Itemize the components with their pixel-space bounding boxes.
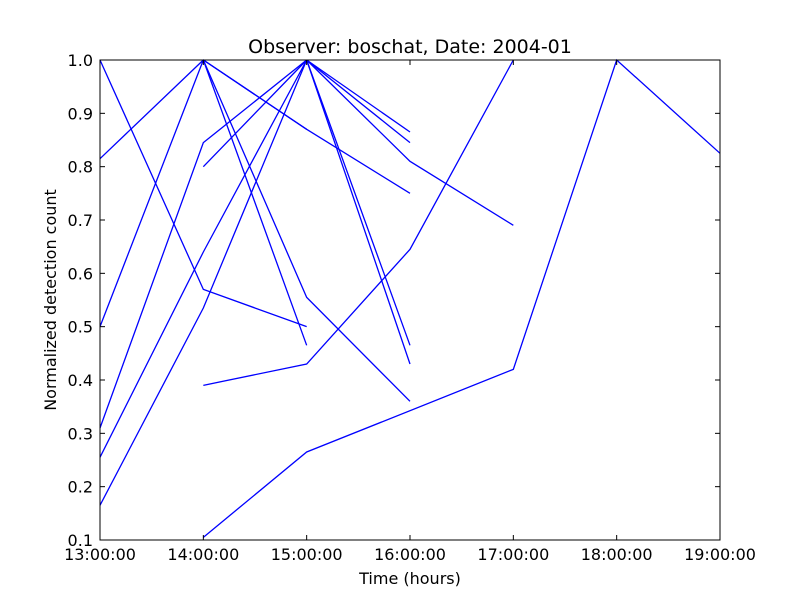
series-line-8: [202, 59, 308, 346]
series-line-16: [306, 59, 411, 365]
x-tick-label: 15:00:00: [271, 545, 343, 564]
plot-frame: [99, 59, 721, 541]
series-line-10: [202, 59, 411, 194]
y-tick-label: 0.6: [68, 264, 93, 283]
x-tick-label: 17:00:00: [477, 545, 549, 564]
series-line-3: [99, 59, 204, 327]
y-tick-label: 0.5: [68, 318, 93, 337]
y-tick-label: 0.2: [68, 478, 93, 497]
y-tick-label: 0.8: [68, 158, 93, 177]
series-line-2: [99, 59, 307, 328]
x-tick-label: 13:00:00: [64, 545, 136, 564]
chart-title: Observer: boschat, Date: 2004-01: [248, 36, 572, 58]
x-tick-label: 19:00:00: [684, 545, 756, 564]
series-line-17: [306, 59, 514, 226]
series-line-9: [202, 59, 411, 402]
series-line-15: [306, 59, 411, 346]
series-line-11: [203, 59, 514, 386]
label-layer: 13:00:00 14:00:00 15:00:00 16:00:00 17:00:00…: [64, 51, 756, 564]
y-tick-label: 0.9: [68, 104, 93, 123]
series-line-13: [306, 59, 411, 133]
x-axis-title: Time (hours): [358, 569, 461, 588]
x-tick-label: 18:00:00: [581, 545, 653, 564]
series-line-4: [99, 59, 308, 429]
series-line-7: [202, 59, 308, 168]
x-tick-label: 14:00:00: [167, 545, 239, 564]
y-tick-label: 0.3: [68, 424, 93, 443]
series-line-6: [99, 59, 308, 506]
series-layer: [99, 58, 721, 538]
series-line-5: [99, 59, 308, 458]
y-tick-label: 1.0: [68, 51, 93, 70]
y-axis-title: Normalized detection count: [41, 189, 60, 411]
series-line-14: [306, 59, 411, 144]
plot-area: [100, 60, 720, 540]
series-line-12: [202, 58, 721, 538]
y-tick-label: 0.7: [68, 211, 93, 230]
y-tick-label: 0.1: [68, 531, 93, 550]
x-tick-label: 16:00:00: [374, 545, 446, 564]
y-tick-label: 0.4: [68, 371, 93, 390]
